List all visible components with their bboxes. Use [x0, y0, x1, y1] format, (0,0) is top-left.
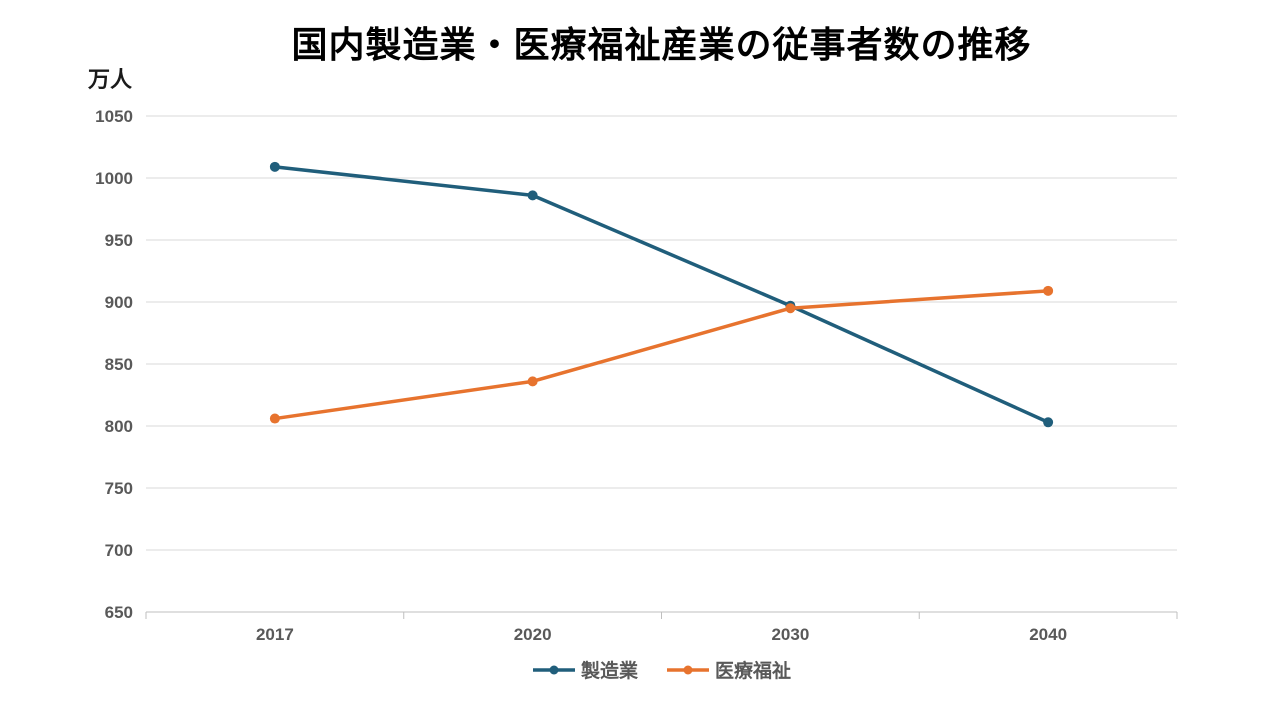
legend-item-manufacturing: 製造業 — [532, 656, 638, 683]
legend-marker-manufacturing — [532, 665, 575, 674]
legend-label-medical-welfare: 医療福祉 — [715, 661, 792, 682]
x-tick-label: 2017 — [256, 625, 294, 644]
y-tick-label: 900 — [105, 293, 133, 312]
data-point-manufacturing — [269, 161, 280, 172]
legend-dot — [683, 665, 693, 674]
y-tick-label: 700 — [105, 541, 133, 560]
legend-marker-medical-welfare — [667, 665, 709, 674]
legend: 製造業 医療福祉 — [146, 656, 1177, 683]
data-point-manufacturing — [527, 190, 538, 201]
y-tick-label: 1050 — [95, 107, 133, 126]
legend-dot — [549, 665, 559, 674]
y-tick-label: 650 — [105, 603, 133, 622]
y-tick-label: 850 — [105, 355, 133, 374]
y-tick-label: 750 — [105, 479, 133, 498]
legend-label-manufacturing: 製造業 — [580, 661, 638, 682]
series-line-medical-welfare — [273, 289, 1050, 421]
x-tick-label: 2030 — [771, 625, 809, 644]
x-tick-label: 2020 — [514, 625, 552, 644]
y-axis-unit-label: 万人 — [88, 67, 133, 92]
data-point-medical-welfare — [785, 303, 796, 314]
series-line-manufacturing — [273, 165, 1050, 425]
y-tick-label: 950 — [105, 231, 133, 250]
y-tick-label: 800 — [105, 417, 133, 436]
x-tick-label: 2040 — [1029, 625, 1067, 644]
legend-item-medical-welfare: 医療福祉 — [666, 656, 791, 683]
chart-title: 国内製造業・医療福祉産業の従事者数の推移 — [291, 24, 1032, 65]
data-point-medical-welfare — [1043, 285, 1054, 296]
data-point-medical-welfare — [269, 413, 280, 424]
data-point-medical-welfare — [527, 376, 538, 387]
y-tick-label: 1000 — [95, 169, 133, 188]
data-point-manufacturing — [1043, 417, 1054, 428]
